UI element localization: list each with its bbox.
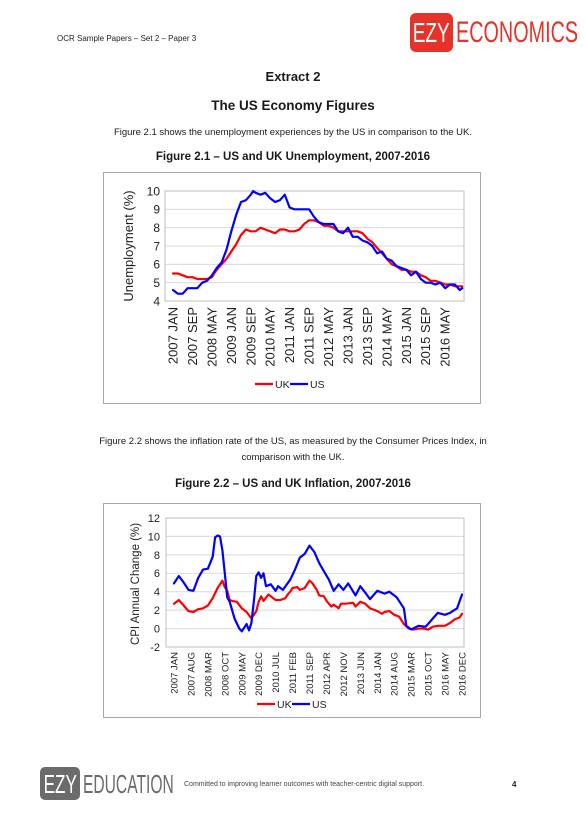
x-tick-label: 2016 DEC <box>458 652 469 696</box>
x-tick-label: 2014 JAN <box>373 652 384 694</box>
x-tick-label: 2007 JAN <box>170 652 181 694</box>
x-tick-label: 2007 SEP <box>185 307 200 366</box>
y-tick-label: 9 <box>153 203 160 217</box>
footer-logo-wordmark-text: EDUCATION <box>83 769 174 799</box>
figure-1-title: Figure 2.1 – US and UK Unemployment, 200… <box>155 151 431 163</box>
x-tick-label: 2010 MAY <box>263 307 278 367</box>
footer-tagline: Committed to improving learner outcomes … <box>184 781 425 788</box>
y-tick-label: 2 <box>154 605 160 617</box>
logo-box-text: EZY <box>412 16 451 48</box>
x-tick-label: 2007 JAN <box>166 307 181 364</box>
figure-2-intro-line-2: comparison with the UK. <box>241 452 345 463</box>
x-tick-label: 2013 SEP <box>360 307 375 366</box>
y-axis-label: Unemployment (%) <box>121 190 136 301</box>
y-tick-label: 6 <box>154 568 160 580</box>
unemployment-chart: 4 5 6 7 8 9 10 2007 JAN 2007 SEP 2008 MAY 2009 JAN… <box>121 184 465 391</box>
y-tick-label: 12 <box>148 513 160 525</box>
y-tick-label: 7 <box>153 239 160 253</box>
x-tick-label: 2016 MAY <box>441 651 452 695</box>
plot-area <box>165 517 465 648</box>
series-line-us <box>172 534 464 633</box>
extract-subtitle: The US Economy Figures <box>211 98 375 113</box>
figure-2-chart: -2 0 2 4 6 8 10 12 2007 JAN 2007 AUG 2008 MAR 2008 … <box>103 503 481 718</box>
page-number: 4 <box>512 780 517 789</box>
figure-2-title: Figure 2.2 – US and UK Inflation, 2007-2… <box>175 478 411 490</box>
y-tick-label: 10 <box>147 184 161 198</box>
footer-logo-wordmark: EDUCATION <box>83 771 175 799</box>
legend-label-us: US <box>312 699 327 711</box>
figure-2-intro-line-1: Figure 2.2 shows the inflation rate of t… <box>99 436 487 447</box>
y-tick-label: 4 <box>154 587 160 599</box>
x-tick-label: 2012 APR <box>322 652 333 695</box>
x-tick-label: 2014 MAY <box>379 307 394 367</box>
x-tick-label: 2011 SEP <box>305 652 316 694</box>
x-tick-label: 2011 SEP <box>302 307 317 365</box>
x-tick-label: 2015 MAR <box>407 652 418 697</box>
y-tick-label: 5 <box>153 276 160 290</box>
legend-label-uk: UK <box>277 699 292 711</box>
x-tick-label: 2008 MAY <box>204 307 219 367</box>
figure-1-chart: 4 5 6 7 8 9 10 2007 JAN 2007 SEP 2008 MAY 2009 JAN… <box>103 172 481 404</box>
x-tick-label: 2011 FEB <box>288 652 299 694</box>
y-tick-label: 0 <box>154 624 160 636</box>
y-tick-label: 10 <box>148 531 160 543</box>
series-line-us <box>171 189 464 295</box>
footer-logo-box: EZY <box>40 767 80 800</box>
x-tick-label: 2007 AUG <box>186 652 197 696</box>
y-tick-label: 6 <box>153 258 160 272</box>
x-tick-label: 2015 JAN <box>399 307 414 364</box>
x-tick-label: 2009 MAY <box>237 651 248 695</box>
footer-logo-box-text: EZY <box>43 768 77 799</box>
x-tick-label: 2014 AUG <box>390 652 401 696</box>
x-tick-label: 2009 DEC <box>254 652 265 696</box>
legend-label-us: US <box>310 379 325 391</box>
x-tick-label: 2015 SEP <box>418 307 433 366</box>
logo-box: EZY <box>410 13 453 52</box>
y-tick-label: 8 <box>154 550 160 562</box>
logo-wordmark: ECONOMICS <box>456 18 580 50</box>
x-tick-label: 2011 JAN <box>282 307 297 363</box>
x-tick-label: 2009 JAN <box>224 307 239 364</box>
y-tick-label: 4 <box>153 294 160 308</box>
x-tick-label: 2010 JUL <box>271 652 282 693</box>
legend-label-uk: UK <box>275 379 290 391</box>
x-tick-label: 2012 NOV <box>339 651 350 696</box>
y-tick-label: -2 <box>150 642 160 654</box>
y-axis-label: CPI Annual Change (%) <box>130 523 142 645</box>
logo-wordmark-text: ECONOMICS <box>456 16 579 49</box>
extract-title: Extract 2 <box>265 69 321 84</box>
x-tick-label: 2009 SEP <box>243 307 258 366</box>
header-paper-reference: OCR Sample Papers – Set 2 – Paper 3 <box>57 34 197 43</box>
figure-1-intro: Figure 2.1 shows the unemployment experi… <box>113 127 473 138</box>
plot-area <box>164 190 465 302</box>
x-tick-label: 2008 OCT <box>220 652 231 696</box>
y-tick-label: 8 <box>153 221 160 235</box>
series-line-uk <box>172 579 464 631</box>
x-tick-label: 2013 JUN <box>356 652 367 694</box>
x-tick-label: 2015 OCT <box>424 652 435 696</box>
x-tick-label: 2013 JAN <box>341 307 356 364</box>
inflation-chart: -2 0 2 4 6 8 10 12 2007 JAN 2007 AUG 2008 MAR 2008 … <box>130 513 469 711</box>
x-tick-label: 2016 MAY <box>438 307 453 367</box>
x-tick-label: 2012 MAY <box>321 307 336 367</box>
x-tick-label: 2008 MAR <box>203 652 214 697</box>
